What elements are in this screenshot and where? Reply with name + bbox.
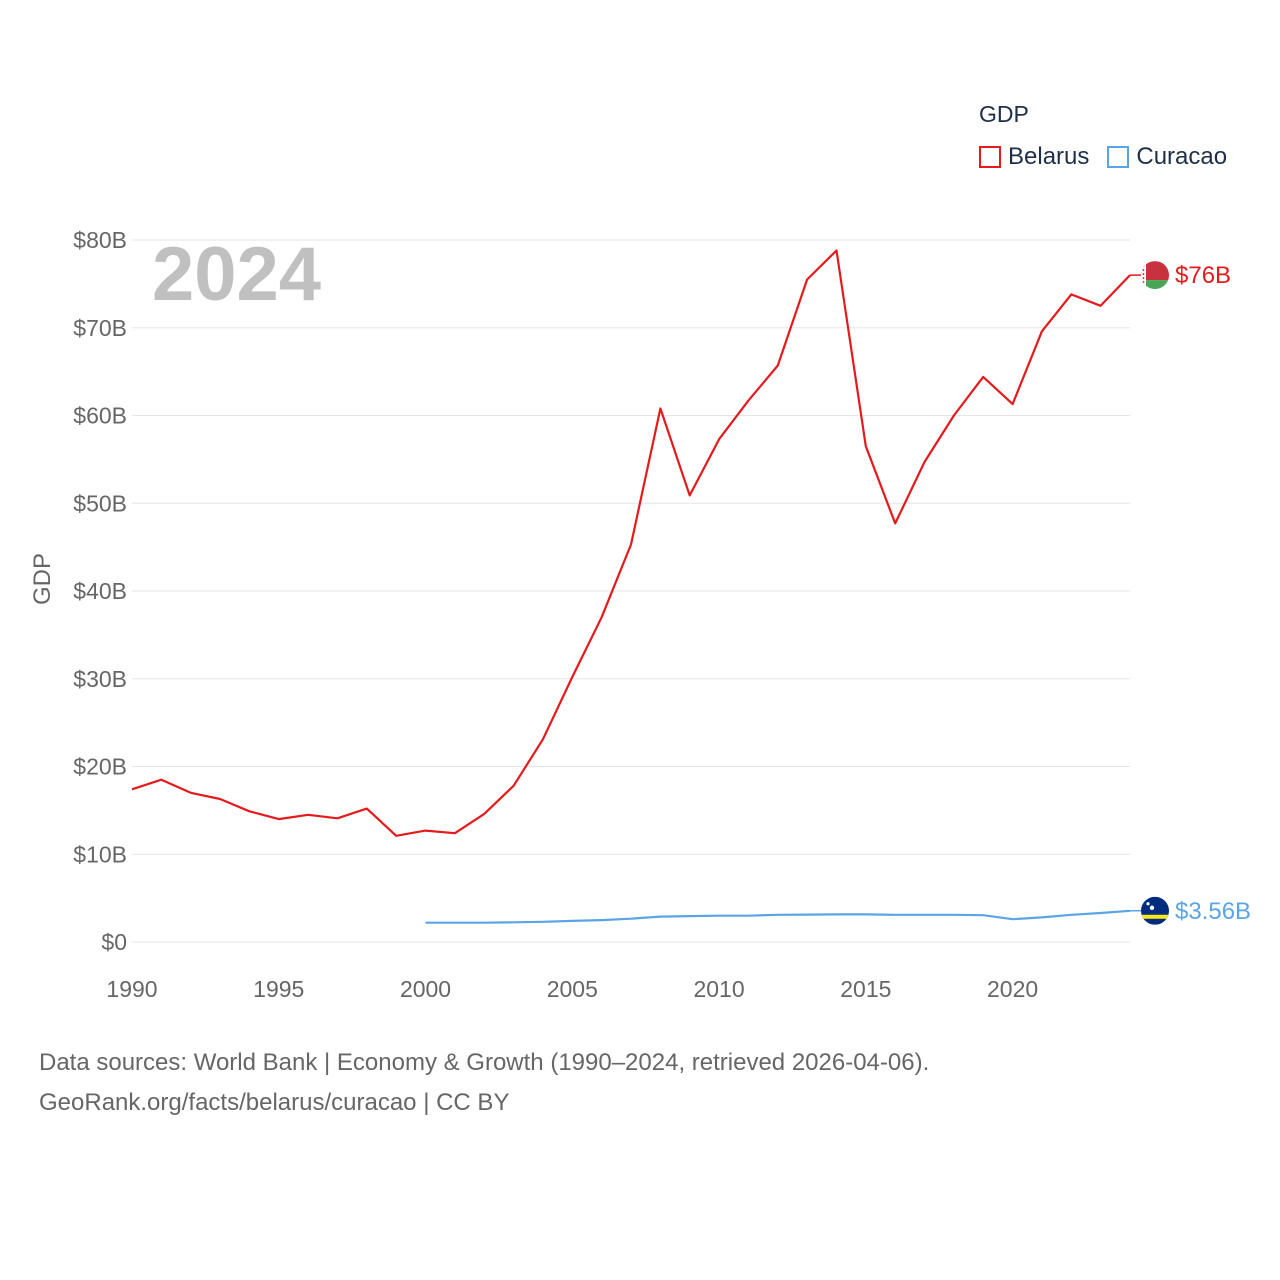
y-tick-label: $10B <box>73 841 127 867</box>
legend-label-curacao: Curacao <box>1136 143 1228 170</box>
footer: Data sources: World Bank | Economy & Gro… <box>39 1043 929 1123</box>
end-label-belarus: $76B <box>1175 262 1231 289</box>
y-tick-label: $20B <box>73 754 127 780</box>
y-tick-label: $50B <box>73 490 127 516</box>
legend-swatch-belarus <box>979 146 1001 168</box>
year-label: 2024 <box>152 232 321 317</box>
flag-curacao-icon <box>1141 896 1169 925</box>
x-tick-label: 1995 <box>253 976 304 1002</box>
y-tick-label: $0 <box>101 929 127 955</box>
legend-item-curacao[interactable]: Curacao <box>1107 143 1227 171</box>
flag-belarus-icon <box>1141 261 1169 290</box>
y-tick-label: $30B <box>73 666 127 692</box>
y-tick-label: $70B <box>73 315 127 341</box>
legend-title: GDP <box>979 101 1029 127</box>
footer-sources: Data sources: World Bank | Economy & Gro… <box>39 1049 930 1076</box>
end-label-curacao: $3.56B <box>1175 898 1251 925</box>
x-tick-label: 2020 <box>987 976 1038 1002</box>
y-axis-label: GDP <box>29 553 56 605</box>
x-tick-label: 2005 <box>547 976 598 1002</box>
grid-lines <box>132 239 1130 943</box>
legend: Belarus Curacao <box>979 143 1245 171</box>
x-tick-label: 2000 <box>400 976 451 1002</box>
x-tick-label: 2015 <box>840 976 891 1002</box>
legend-swatch-curacao <box>1107 146 1130 168</box>
y-tick-label: $80B <box>73 227 127 253</box>
series-line-belarus <box>131 249 1131 837</box>
series-lines <box>131 249 1131 924</box>
y-tick-label: $60B <box>73 403 127 429</box>
footer-attribution: GeoRank.org/facts/belarus/curacao | CC B… <box>39 1089 510 1116</box>
x-axis-ticks: 1990 1995 2000 2005 2010 2015 2020 <box>106 976 1038 1002</box>
x-tick-label: 2010 <box>693 976 744 1002</box>
x-tick-label: 1990 <box>106 976 157 1002</box>
legend-item-belarus[interactable]: Belarus <box>979 143 1089 171</box>
y-tick-label: $40B <box>73 578 127 604</box>
series-end-markers: $76B $3.56B <box>1130 261 1251 925</box>
legend-label-belarus: Belarus <box>1008 143 1090 170</box>
series-line-curacao <box>425 909 1131 924</box>
y-axis-ticks: $0 $10B $20B $30B $40B $50B $60B $70B $80B <box>73 227 127 955</box>
